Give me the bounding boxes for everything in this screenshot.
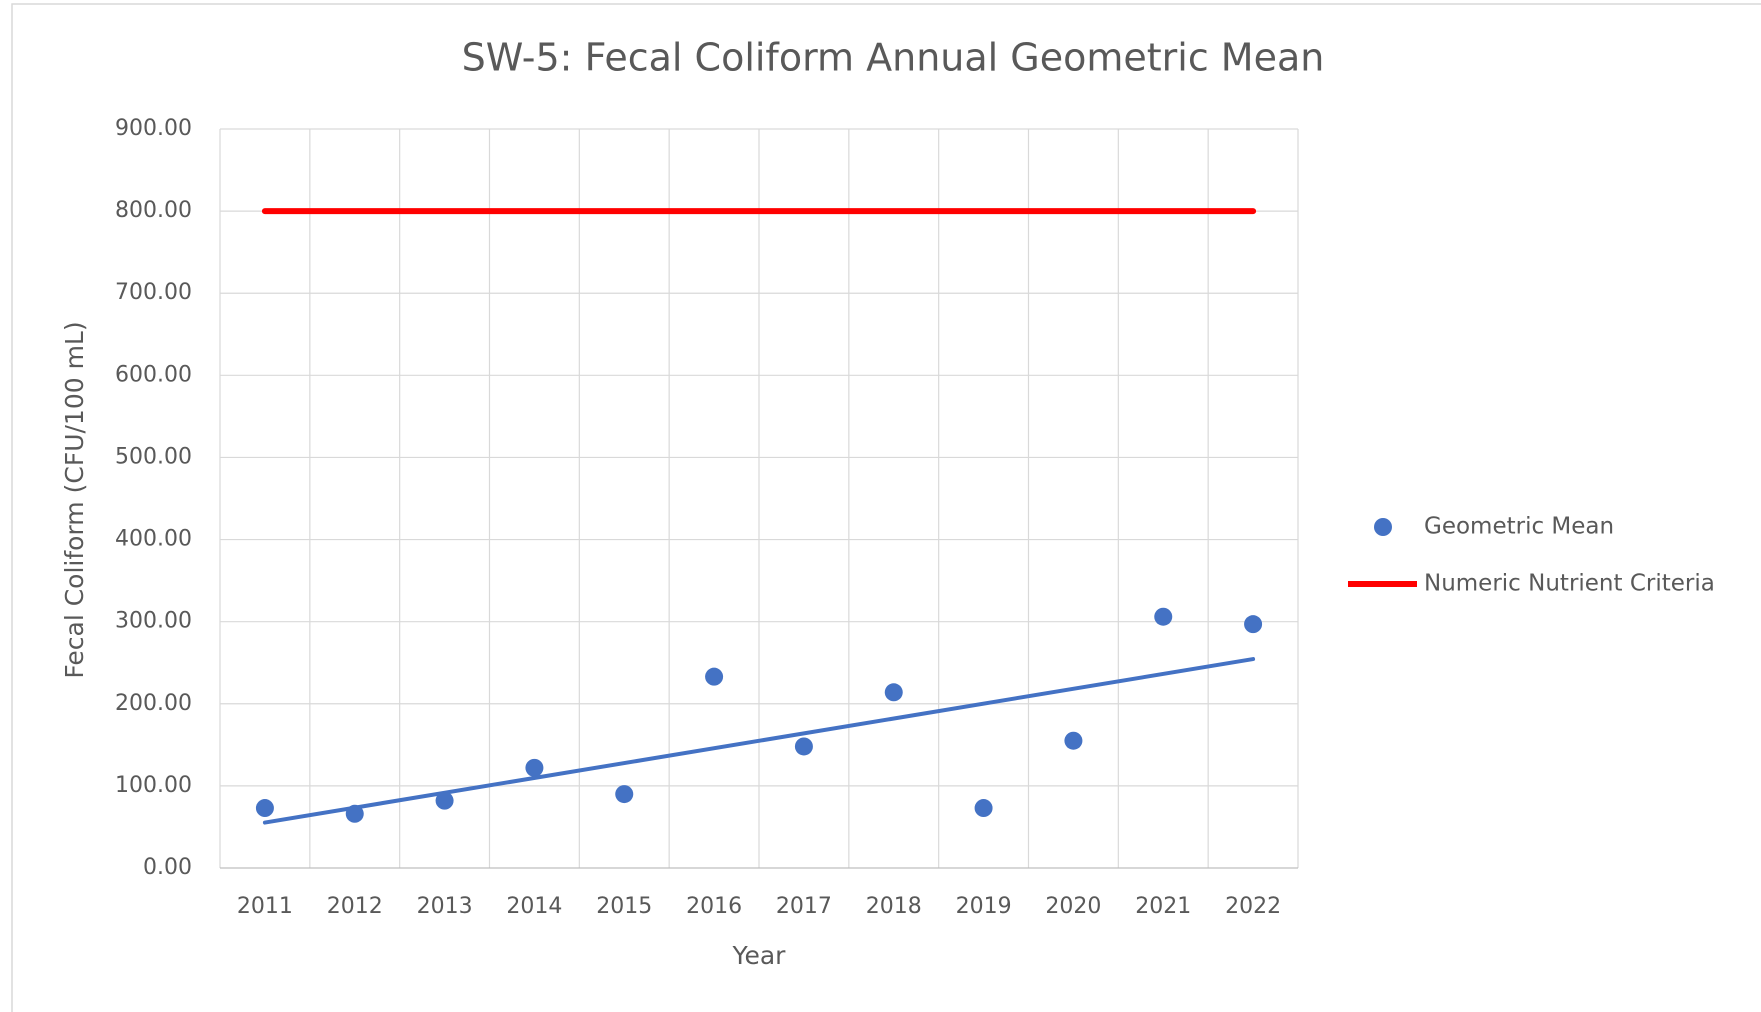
- legend-label: Numeric Nutrient Criteria: [1424, 571, 1715, 597]
- x-tick-label: 2015: [596, 894, 652, 919]
- y-tick-label: 400.00: [115, 527, 192, 552]
- y-tick-label: 0.00: [143, 855, 192, 880]
- x-tick-label: 2018: [866, 894, 922, 919]
- trendline: [262, 657, 1256, 825]
- y-axis-label: Fecal Coliform (CFU/100 mL): [60, 321, 89, 678]
- point: [615, 785, 634, 804]
- point: [435, 791, 454, 810]
- x-tick-label: 2021: [1135, 894, 1191, 919]
- point: [884, 683, 903, 702]
- point: [345, 804, 364, 823]
- point: [525, 758, 544, 777]
- x-tick-label: 2017: [776, 894, 832, 919]
- x-tick-label: 2013: [417, 894, 473, 919]
- x-tick-label: 2014: [506, 894, 562, 919]
- x-tick-label: 2020: [1045, 894, 1101, 919]
- y-tick-label: 500.00: [115, 444, 192, 469]
- chart-frame: [11, 3, 1761, 1012]
- x-tick-label: 2012: [327, 894, 383, 919]
- x-tick-label: 2022: [1225, 894, 1281, 919]
- y-tick-label: 600.00: [115, 362, 192, 387]
- y-tick-label: 700.00: [115, 280, 192, 305]
- x-axis-label: Year: [732, 941, 787, 970]
- point: [1064, 731, 1083, 750]
- point: [705, 667, 724, 686]
- x-tick-label: 2011: [237, 894, 293, 919]
- point: [1244, 615, 1263, 634]
- x-tick-label: 2016: [686, 894, 742, 919]
- y-tick-label: 800.00: [115, 198, 192, 223]
- point: [794, 737, 813, 756]
- y-tick-label: 900.00: [115, 116, 192, 141]
- point: [255, 799, 274, 818]
- point: [974, 799, 993, 818]
- x-tick-label: 2019: [956, 894, 1012, 919]
- y-tick-label: 300.00: [115, 609, 192, 634]
- y-tick-label: 200.00: [115, 691, 192, 716]
- y-tick-label: 100.00: [115, 773, 192, 798]
- legend-label: Geometric Mean: [1424, 514, 1614, 540]
- chart-title: SW-5: Fecal Coliform Annual Geometric Me…: [462, 36, 1325, 80]
- point: [1154, 607, 1173, 626]
- legend-swatch: [1374, 518, 1392, 536]
